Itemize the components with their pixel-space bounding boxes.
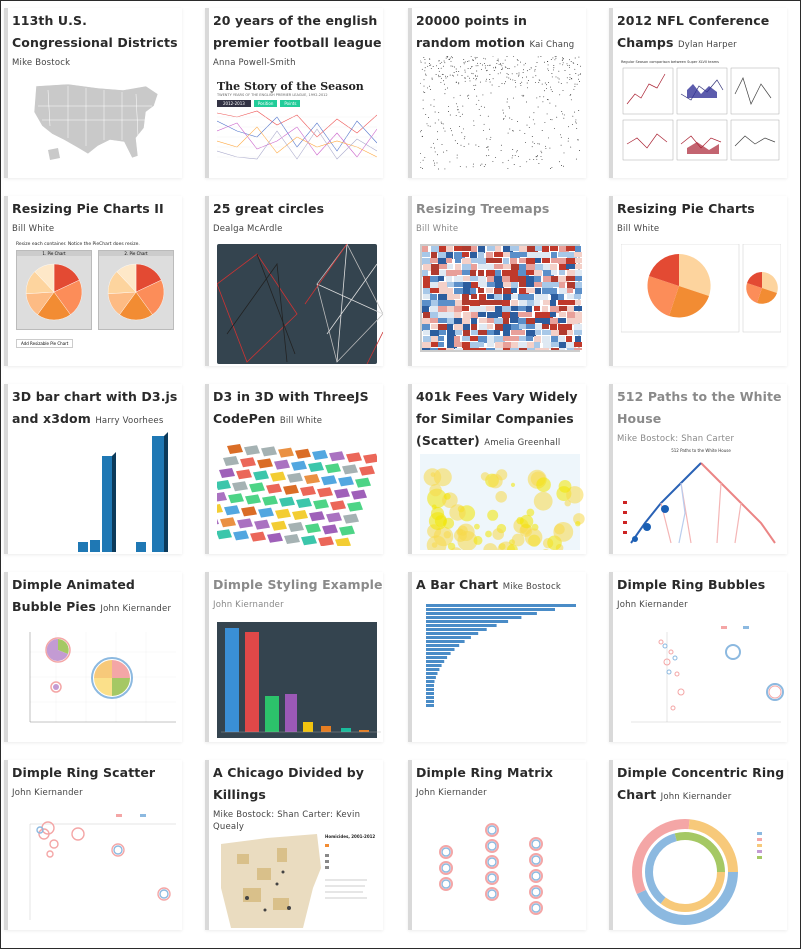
card-401k-fees[interactable]: 401k Fees Vary Widely for Similar Compan… (408, 384, 586, 554)
card-title[interactable]: 3D bar chart with D3.js and x3dom Harry … (12, 389, 178, 426)
thumb-subheading: TWENTY YEARS OF THE ENGLISH PREMIER LEAG… (217, 93, 328, 97)
card-title[interactable]: 2012 NFL Conference Champs Dylan Harper (617, 13, 770, 50)
card-author: Mike Bostock: Shan Carter (617, 434, 735, 444)
card-great-circles[interactable]: 25 great circles Dealga McArdle (205, 196, 383, 366)
thumbnail-threejs (217, 436, 377, 550)
thumbnail-ring-bubbles (621, 622, 784, 738)
card-title[interactable]: 512 Paths to the White House (617, 389, 782, 426)
card-dimple-ring-bubbles[interactable]: Dimple Ring Bubbles John Kiernander (609, 572, 787, 742)
card-title[interactable]: 113th U.S. Congressional Districts (12, 13, 178, 50)
card-title[interactable]: A Bar Chart Mike Bostock (416, 577, 561, 592)
card-author: Bill White (416, 224, 459, 234)
card-d3-threejs[interactable]: D3 in 3D with ThreeJS CodePen Bill White (205, 384, 383, 554)
card-title[interactable]: Dimple Ring Matrix (416, 765, 554, 780)
thumbnail-pie-ii: Resize each container. Notice the PieCha… (16, 242, 176, 362)
thumbnail-3d-bars (16, 432, 176, 552)
thumbnail-chicago: Homicides, 2001-2012 (217, 828, 377, 928)
card-concentric-ring[interactable]: Dimple Concentric Ring Chart John Kierna… (609, 760, 787, 930)
card-author: Mike Bostock: Shan Carter: Kevin Quealy (213, 810, 361, 832)
thumbnail-styling (217, 622, 381, 738)
thumbnail-premier-league: The Story of the Season TWENTY YEARS OF … (217, 80, 377, 174)
season-select: 2012-2013 (217, 100, 251, 107)
card-resizing-pie-charts-ii[interactable]: Resizing Pie Charts II Bill White Resize… (4, 196, 182, 366)
card-title[interactable]: Dimple Concentric Ring Chart John Kierna… (617, 765, 785, 802)
card-chicago-killings[interactable]: A Chicago Divided by Killings Mike Bosto… (205, 760, 383, 930)
map-caption: Homicides, 2001-2012 (325, 834, 375, 839)
card-author: John Kiernander (416, 788, 487, 798)
card-resizing-treemaps[interactable]: Resizing Treemaps Bill White (408, 196, 586, 366)
thumb-heading: The Story of the Season (217, 80, 364, 93)
card-author: Bill White (617, 224, 660, 234)
thumbnail-great-circles (217, 244, 383, 364)
thumbnail-512-paths: 512 Paths to the White House (621, 448, 781, 550)
panel-title: 2. Pie Chart (99, 251, 173, 256)
thumbnail-nfl: Regular Season comparison between Super … (621, 60, 781, 174)
thumb-caption: 512 Paths to the White House (671, 448, 731, 453)
card-author: John Kiernander (12, 788, 83, 798)
card-nfl-champs[interactable]: 2012 NFL Conference Champs Dylan Harper … (609, 8, 787, 178)
card-random-points[interactable]: 20000 points in random motion Kai Chang (408, 8, 586, 178)
card-dimple-ring-matrix[interactable]: Dimple Ring Matrix John Kiernander (408, 760, 586, 930)
card-title[interactable]: 25 great circles (213, 201, 325, 216)
points-button: Points (280, 100, 301, 107)
card-title[interactable]: Resizing Pie Charts (617, 201, 755, 216)
thumb-text: Resize each container. Notice the PieCha… (16, 242, 140, 247)
card-author: Mike Bostock (12, 58, 71, 68)
add-pie-button: Add Resizable Pie Chart (16, 339, 74, 348)
card-title[interactable]: Dimple Animated Bubble Pies John Kiernan… (12, 577, 172, 614)
card-author: Dylan Harper (677, 40, 737, 50)
card-premier-league[interactable]: 20 years of the english premier football… (205, 8, 383, 178)
thumbnail-treemap (420, 244, 582, 352)
thumbnail-ring-scatter (16, 810, 176, 926)
card-author: Amelia Greenhall (484, 438, 561, 448)
card-title[interactable]: Dimple Ring Bubbles (617, 577, 766, 592)
card-resizing-pie-charts[interactable]: Resizing Pie Charts Bill White (609, 196, 787, 366)
card-author: Anna Powell-Smith (213, 58, 296, 68)
thumbnail-bar-chart (420, 600, 580, 738)
card-congressional-districts[interactable]: 113th U.S. Congressional Districts Mike … (4, 8, 182, 178)
card-author: Bill White (12, 224, 55, 234)
card-title[interactable]: Dimple Styling Example (213, 577, 383, 592)
card-author: Dealga McArdle (213, 224, 283, 234)
card-512-paths[interactable]: 512 Paths to the White House Mike Bostoc… (609, 384, 787, 554)
card-author: John Kiernander (213, 600, 284, 610)
card-title[interactable]: D3 in 3D with ThreeJS CodePen Bill White (213, 389, 369, 426)
thumbnail-bubble-pies (16, 622, 176, 738)
card-author: Kai Chang (529, 40, 575, 50)
league-lines (217, 110, 377, 160)
thumbnail-pie (621, 244, 781, 362)
card-author: Mike Bostock (502, 582, 561, 592)
card-title[interactable]: 20 years of the english premier football… (213, 13, 382, 50)
card-title[interactable]: Dimple Ring Scatter (12, 765, 156, 780)
card-dimple-ring-scatter[interactable]: Dimple Ring Scatter John Kiernander (4, 760, 182, 930)
card-title[interactable]: A Chicago Divided by Killings (213, 765, 365, 802)
thumbnail-concentric-ring (621, 812, 781, 926)
card-title[interactable]: 20000 points in random motion Kai Chang (416, 13, 575, 50)
card-author: John Kiernander (100, 604, 172, 614)
card-title[interactable]: Resizing Treemaps (416, 201, 550, 216)
card-author: Bill White (279, 416, 323, 426)
card-title[interactable]: 401k Fees Vary Widely for Similar Compan… (416, 389, 578, 448)
card-author: Harry Voorhees (95, 416, 164, 426)
thumbnail-401k (420, 454, 585, 550)
card-dimple-bubble-pies[interactable]: Dimple Animated Bubble Pies John Kiernan… (4, 572, 182, 742)
panel-title: 1. Pie Chart (17, 251, 91, 256)
card-3d-bar-chart[interactable]: 3D bar chart with D3.js and x3dom Harry … (4, 384, 182, 554)
card-author: John Kiernander (617, 600, 688, 610)
card-dimple-styling[interactable]: Dimple Styling Example John Kiernander (205, 572, 383, 742)
card-author: John Kiernander (660, 792, 732, 802)
card-a-bar-chart[interactable]: A Bar Chart Mike Bostock (408, 572, 586, 742)
thumbnail-us-map (28, 76, 176, 174)
thumbnail-random-points (420, 56, 582, 174)
thumbnail-ring-matrix (420, 812, 580, 926)
position-button: Position (253, 100, 278, 107)
card-title[interactable]: Resizing Pie Charts II (12, 201, 164, 216)
thumb-caption: Regular Season comparison between Super … (621, 60, 719, 64)
